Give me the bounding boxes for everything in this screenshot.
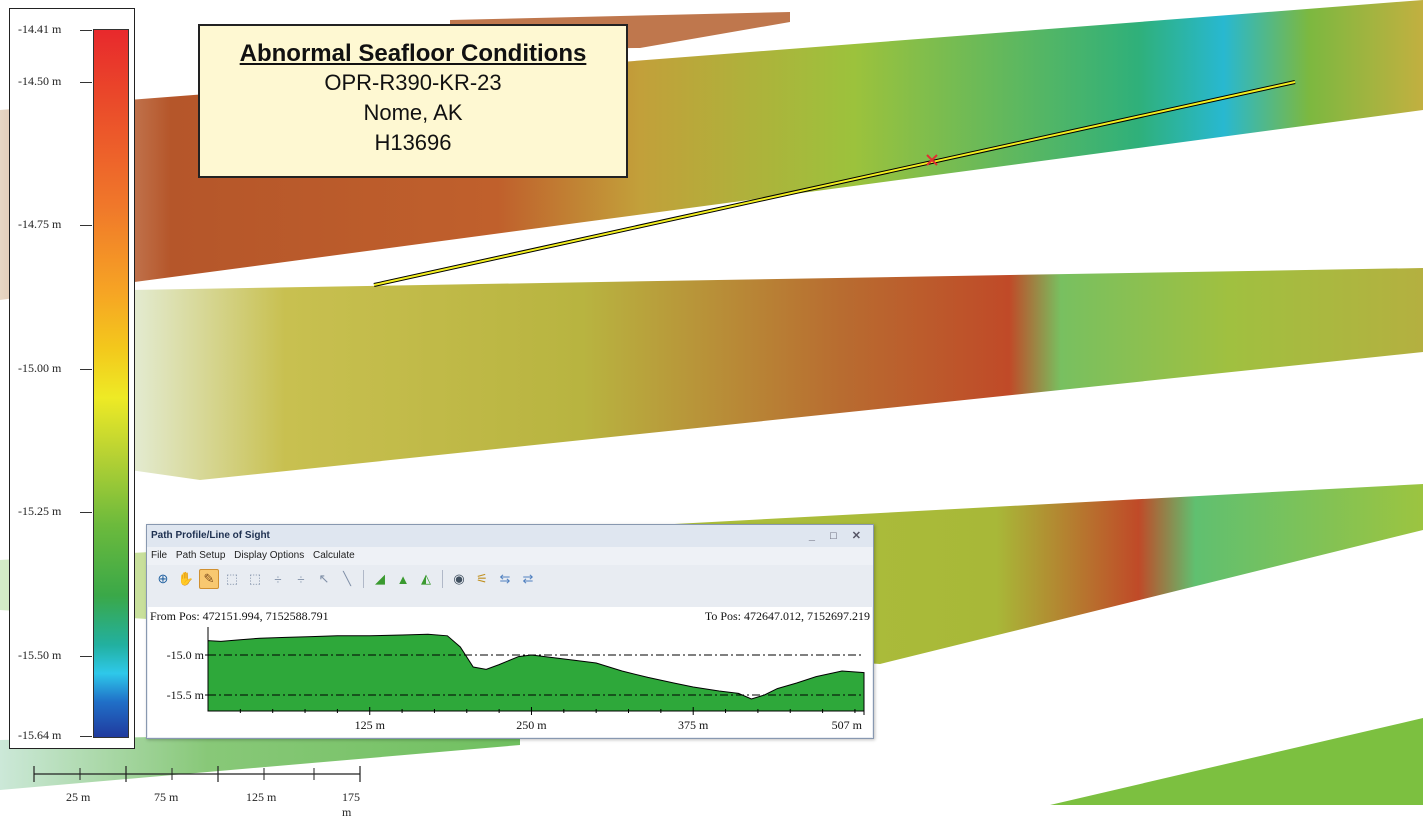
title-heading: Abnormal Seafloor Conditions <box>239 40 587 67</box>
menu-bar: File Path Setup Display Options Calculat… <box>147 547 873 565</box>
y-axis-label: -15.0 m <box>167 648 205 662</box>
remove-point-icon[interactable]: ÷ <box>297 571 305 587</box>
pointer-edit-icon[interactable]: ↖ <box>318 571 330 586</box>
import-icon[interactable]: ⇄ <box>522 571 534 586</box>
scale-label-125: 125 m <box>246 790 277 804</box>
legend-tick-label: -14.41 m <box>18 22 62 36</box>
legend-tick-label: -14.75 m <box>18 217 62 232</box>
scale-label-25: 25 m <box>66 790 91 804</box>
survey-id: H13696 <box>374 130 452 155</box>
x-axis-label: 125 m <box>355 718 386 732</box>
x-axis-label: 250 m <box>516 718 547 732</box>
chart-options-icon[interactable]: ⚟ <box>476 571 488 586</box>
menu-path-setup[interactable]: Path Setup <box>175 550 226 561</box>
scale-label-75: 75 m <box>154 790 179 804</box>
project-id: OPR-R390-KR-23 <box>324 70 502 95</box>
legend-tick-label: -15.50 m <box>18 647 62 662</box>
export-icon[interactable]: ⇆ <box>499 571 511 586</box>
terrain-peaks-icon[interactable]: ▲ <box>396 571 410 587</box>
terrain-fill-icon[interactable]: ◢ <box>375 571 385 586</box>
x-axis-label: 375 m <box>678 718 709 732</box>
terrain-view-icon[interactable]: ◭ <box>421 571 431 586</box>
window-controls[interactable]: _ □ ✕ <box>808 530 867 542</box>
legend-tick-label: -14.50 m <box>18 73 62 88</box>
position-marker-icon <box>926 154 938 166</box>
color-ramp <box>93 29 129 738</box>
legend-tick-mark <box>80 30 92 31</box>
legend-tick-mark <box>80 225 92 227</box>
pan-hand-icon[interactable]: ✋ <box>177 571 195 586</box>
select-area-plus-icon[interactable]: ⬚ <box>248 571 262 586</box>
depth-color-legend: -14.41 m -14.50 m -14.75 m -15.00 m -15.25 m… <box>9 8 135 749</box>
select-area-icon[interactable]: ⬚ <box>225 571 239 586</box>
path-profile-window[interactable]: Path Profile/Line of Sight _ □ ✕ File Pa… <box>146 524 874 739</box>
window-title: Path Profile/Line of Sight <box>151 530 270 541</box>
x-axis-label: 507 m <box>832 718 863 732</box>
menu-calculate[interactable]: Calculate <box>312 550 355 561</box>
legend-tick-mark <box>80 736 92 737</box>
title-box: Abnormal Seafloor Conditions OPR-R390-KR… <box>198 24 628 178</box>
menu-display-options[interactable]: Display Options <box>234 550 305 561</box>
to-position: To Pos: 472647.012, 7152697.219 <box>704 609 870 623</box>
legend-tick-mark <box>80 655 92 657</box>
profile-plot-area[interactable]: From Pos: 472151.994, 7152588.791 To Pos… <box>148 607 872 737</box>
profile-area <box>207 633 865 712</box>
menu-file[interactable]: File <box>151 550 168 561</box>
scale-label-175: 175 m <box>342 790 360 819</box>
legend-tick-mark <box>80 81 92 83</box>
window-titlebar[interactable]: Path Profile/Line of Sight _ □ ✕ <box>147 525 873 547</box>
y-axis-label: -15.5 m <box>167 688 205 702</box>
location-label: Nome, AK <box>363 100 463 125</box>
legend-tick-mark <box>80 512 92 514</box>
line-icon[interactable]: ╲ <box>343 571 351 586</box>
profile-chart: -15.0 m -15.5 m 125 m 250 m 375 m 507 m <box>167 627 865 732</box>
zoom-icon[interactable]: ⊕ <box>157 571 169 586</box>
measure-ruler-icon[interactable]: ✎ <box>199 569 219 589</box>
legend-tick-label: -15.00 m <box>18 360 62 375</box>
legend-tick-mark <box>80 368 92 370</box>
legend-tick-label: -15.25 m <box>18 504 62 519</box>
line-of-sight-icon[interactable]: ◉ <box>453 571 465 586</box>
legend-tick-label: -15.64 m <box>18 728 62 742</box>
add-point-icon[interactable]: ÷ <box>274 571 282 587</box>
scale-bar: 25 m 75 m 125 m 175 m <box>30 760 370 819</box>
from-position: From Pos: 472151.994, 7152588.791 <box>150 609 329 623</box>
toolbar: ⊕ ✋ ✎ ⬚ ⬚ ÷ ÷ ↖ ╲ ◢ ▲ ◭ ◉ ⚟ ⇆ ⇄ <box>147 565 873 593</box>
